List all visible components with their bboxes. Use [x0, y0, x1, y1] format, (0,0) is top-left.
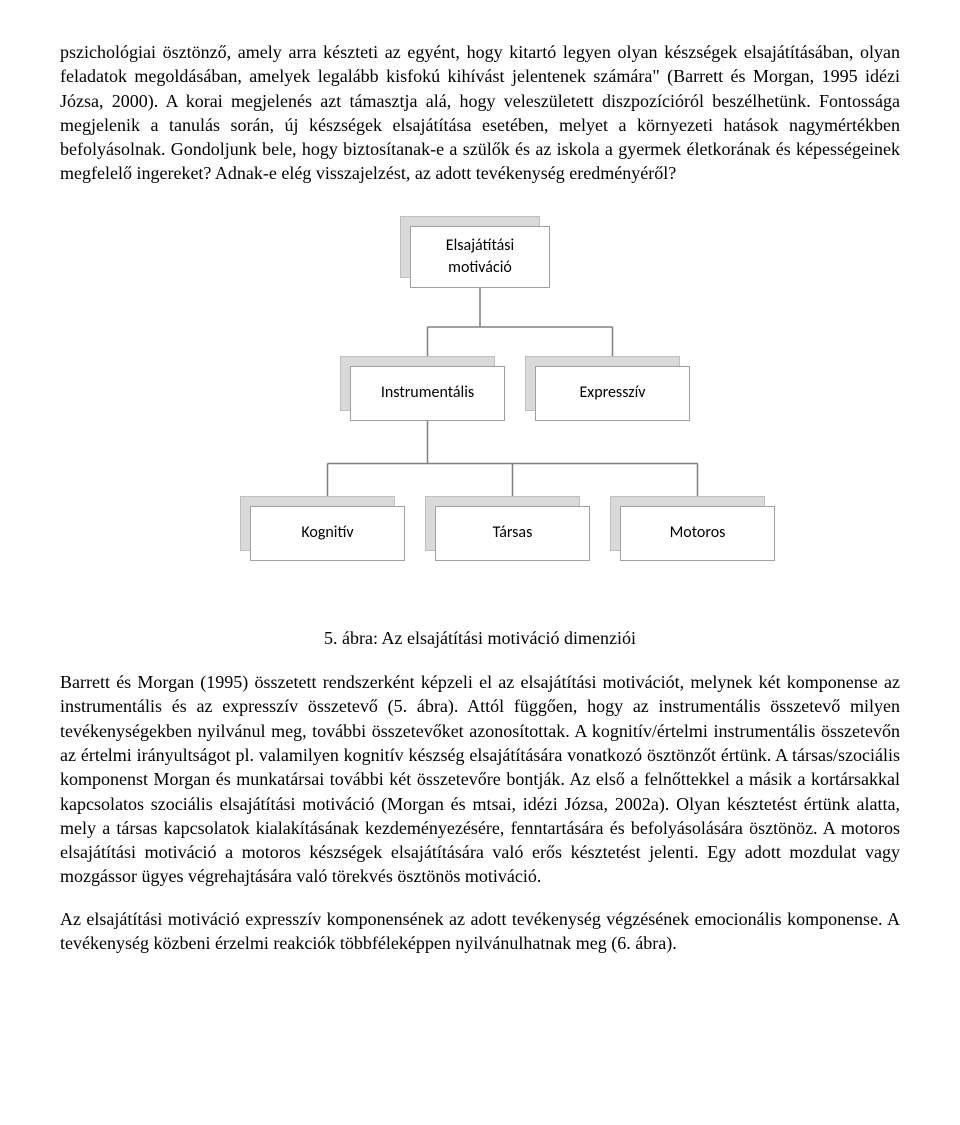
diagram-node-kogn: Kognitív	[240, 496, 405, 561]
diagram-node-label: Kognitív	[250, 506, 405, 561]
diagram-node-label: Elsajátítási motiváció	[410, 226, 550, 288]
diagram-node-tars: Társas	[425, 496, 590, 561]
diagram-node-root: Elsajátítási motiváció	[400, 216, 550, 288]
diagram-node-label: Társas	[435, 506, 590, 561]
diagram-node-label: Motoros	[620, 506, 775, 561]
diagram-node-motor: Motoros	[610, 496, 775, 561]
connector	[328, 421, 698, 506]
connector	[428, 288, 613, 366]
diagram-node-label: Expresszív	[535, 366, 690, 421]
paragraph-2: Barrett és Morgan (1995) összetett rends…	[60, 670, 900, 889]
figure-caption: 5. ábra: Az elsajátítási motiváció dimen…	[60, 626, 900, 650]
motivation-diagram: Elsajátítási motiváció Instrumentális Expr…	[180, 216, 780, 596]
diagram-node-expr: Expresszív	[525, 356, 690, 421]
diagram-node-label: Instrumentális	[350, 366, 505, 421]
diagram-node-instr: Instrumentális	[340, 356, 505, 421]
paragraph-3: Az elsajátítási motiváció expresszív kom…	[60, 907, 900, 956]
paragraph-1: pszichológiai ösztönző, amely arra készt…	[60, 40, 900, 186]
